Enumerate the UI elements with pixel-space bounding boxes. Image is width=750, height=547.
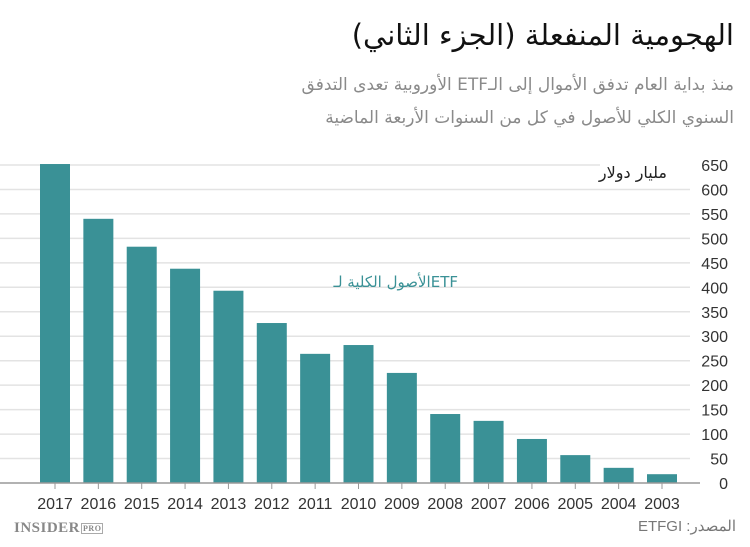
- x-tick-label: 2012: [254, 496, 290, 513]
- series-label: الأصول الكلية لـETF: [333, 272, 458, 291]
- chart-subtitle-line-1: منذ بداية العام تدفق الأموال إلى الـETF …: [301, 75, 734, 95]
- bar-2016: [83, 218, 114, 484]
- x-tick-label: 2015: [124, 496, 160, 513]
- y-tick-label: 50: [710, 452, 728, 469]
- x-tick-label: 2006: [514, 496, 550, 513]
- bar-2014: [170, 268, 201, 483]
- x-tick-label: 2010: [341, 496, 377, 513]
- bar-2015: [126, 246, 157, 483]
- y-tick-label: 150: [701, 403, 728, 420]
- y-tick-label: 0: [719, 476, 728, 493]
- y-tick-label: 450: [701, 256, 728, 273]
- x-tick-label: 2003: [644, 496, 680, 513]
- bar-2013: [213, 290, 244, 483]
- chart-subtitle-line-2: السنوي الكلي للأصول في كل من السنوات الأ…: [325, 108, 734, 128]
- x-tick-label: 2013: [211, 496, 247, 513]
- bar-2007: [473, 420, 504, 483]
- y-tick-label: 400: [701, 280, 728, 297]
- x-tick-label: 2014: [167, 496, 203, 513]
- chart-title: الهجومية المنفعلة (الجزء الثاني): [351, 18, 734, 52]
- x-tick-label: 2008: [427, 496, 463, 513]
- x-tick-label: 2016: [81, 496, 117, 513]
- bar-2008: [430, 414, 461, 483]
- bar-2017: [40, 164, 70, 483]
- x-tick-label: 2011: [298, 496, 333, 513]
- y-tick-label: 500: [701, 231, 728, 248]
- y-tick-label: 200: [701, 378, 728, 395]
- x-tick-label: 2005: [557, 496, 593, 513]
- bar-2003: [647, 474, 677, 483]
- x-tick-label: 2017: [37, 496, 73, 513]
- bar-2004: [603, 467, 634, 483]
- source-note: المصدر: ETFGI: [637, 518, 736, 535]
- y-tick-label: 600: [701, 182, 728, 199]
- y-tick-label: 550: [701, 207, 728, 224]
- bar-2006: [516, 438, 547, 483]
- bar-2011: [300, 353, 331, 483]
- y-tick-label: 100: [701, 427, 728, 444]
- bar-2005: [560, 455, 591, 483]
- x-tick-label: 2007: [471, 496, 507, 513]
- x-tick-label: 2009: [384, 496, 420, 513]
- y-axis-unit-label: مليار دولار: [598, 163, 667, 183]
- insider-pro-logo: INSIDER PRO: [14, 520, 104, 536]
- bar-2009: [386, 372, 417, 483]
- x-tick-label: 2004: [601, 496, 637, 513]
- y-tick-label: 250: [701, 354, 728, 371]
- bar-2010: [343, 345, 374, 483]
- bar-2012: [256, 323, 287, 483]
- y-tick-label: 300: [701, 329, 728, 346]
- y-tick-label: 650: [701, 158, 728, 175]
- y-tick-label: 350: [701, 305, 728, 322]
